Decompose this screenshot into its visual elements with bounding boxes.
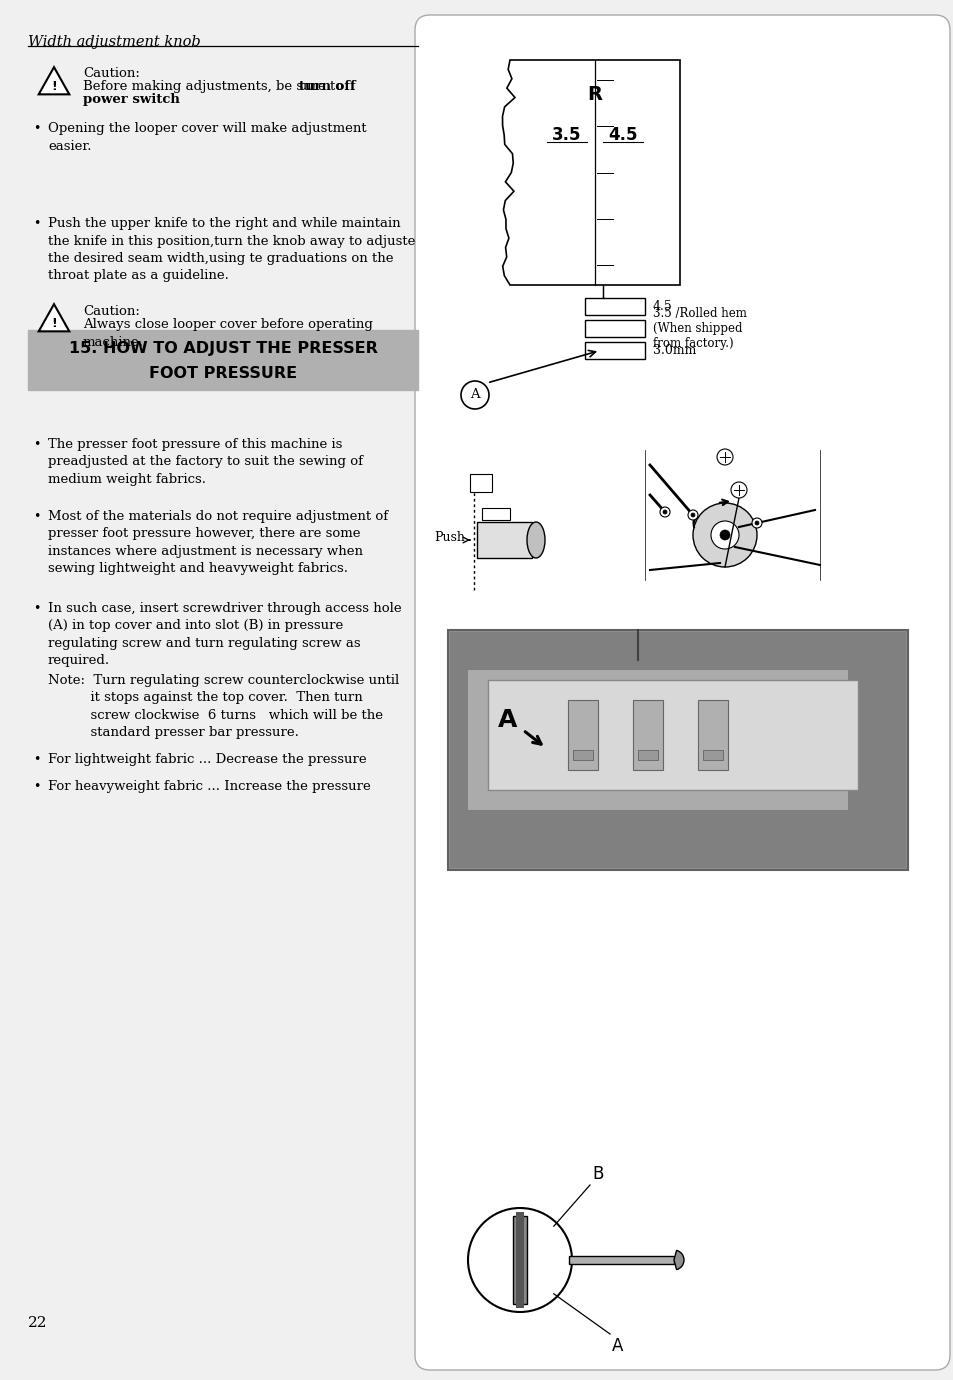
Circle shape [751,518,761,529]
Text: •: • [33,121,40,135]
Bar [516,1212,523,1308]
Text: Caution:: Caution: [83,68,140,80]
Text: A: A [497,708,517,731]
Bar [633,700,662,770]
Bar [476,522,532,558]
Text: R: R [587,86,602,105]
Bar [567,700,598,770]
Text: 3.5: 3.5 [552,126,581,144]
Bar [638,749,658,760]
Text: Width adjustment knob: Width adjustment knob [28,34,200,50]
Text: !: ! [51,317,57,330]
Circle shape [687,511,698,520]
Circle shape [690,513,695,518]
Bar [470,473,492,493]
Text: Opening the looper cover will make adjustment
easier.: Opening the looper cover will make adjus… [48,121,366,153]
Text: •: • [33,217,40,230]
Circle shape [662,511,666,513]
Circle shape [460,381,489,408]
Bar [698,700,727,770]
Polygon shape [39,68,70,94]
Circle shape [692,502,757,567]
Text: power switch: power switch [83,92,180,106]
Text: A: A [470,389,479,402]
Circle shape [717,448,732,465]
Text: Caution:: Caution: [83,305,140,317]
Bar [568,1256,673,1264]
Polygon shape [39,304,70,331]
Text: The presser foot pressure of this machine is
preadjusted at the factory to suit : The presser foot pressure of this machin… [48,437,363,486]
Bar [28,330,417,391]
Bar [584,298,644,315]
Wedge shape [673,1250,683,1270]
Bar [584,320,644,337]
Text: •: • [33,753,40,766]
Text: A: A [612,1337,622,1355]
Bar [573,749,593,760]
Polygon shape [502,59,679,286]
Text: •: • [33,602,40,615]
Text: •: • [33,780,40,794]
Text: B: B [592,1165,602,1183]
Circle shape [710,522,739,549]
Text: •: • [33,511,40,523]
Circle shape [720,530,729,540]
Circle shape [468,1208,572,1312]
Bar [488,680,857,789]
Text: 22: 22 [28,1317,48,1330]
Text: 3.5 /Rolled hem
(When shipped
from factory.): 3.5 /Rolled hem (When shipped from facto… [652,306,746,351]
Bar [481,508,510,520]
Circle shape [754,522,759,524]
Ellipse shape [526,522,544,558]
Circle shape [730,482,746,498]
Bar [702,749,722,760]
Text: •: • [33,437,40,451]
Bar [448,631,907,869]
Text: FOOT PRESSURE: FOOT PRESSURE [149,366,296,381]
Text: 4.5: 4.5 [652,299,672,313]
Bar [468,671,847,810]
Circle shape [659,506,669,518]
Bar [513,1216,526,1304]
Text: 15. HOW TO ADJUST THE PRESSER: 15. HOW TO ADJUST THE PRESSER [69,341,377,356]
FancyBboxPatch shape [415,15,949,1370]
Bar [450,632,905,868]
Text: For heavyweight fabric ... Increase the pressure: For heavyweight fabric ... Increase the … [48,780,371,794]
Text: In such case, insert screwdriver through access hole
(A) in top cover and into s: In such case, insert screwdriver through… [48,602,401,668]
Text: turn off: turn off [298,80,355,92]
Text: 3.0mm: 3.0mm [652,344,696,357]
Text: Before making adjustments, be sure to: Before making adjustments, be sure to [83,80,347,92]
Text: 4.5: 4.5 [608,126,638,144]
Text: Push the upper knife to the right and while maintain
the knife in this position,: Push the upper knife to the right and wh… [48,217,415,283]
Text: !: ! [51,80,57,94]
Text: Most of the materials do not require adjustment of
presser foot pressure however: Most of the materials do not require adj… [48,511,388,575]
Text: For lightweight fabric ... Decrease the pressure: For lightweight fabric ... Decrease the … [48,753,366,766]
Bar [584,342,644,359]
Text: Note:  Turn regulating screw counterclockwise until
          it stops against t: Note: Turn regulating screw counterclock… [48,673,399,740]
Text: Always close looper cover before operating
machine.: Always close looper cover before operati… [83,317,373,349]
Text: Push: Push [434,531,464,545]
